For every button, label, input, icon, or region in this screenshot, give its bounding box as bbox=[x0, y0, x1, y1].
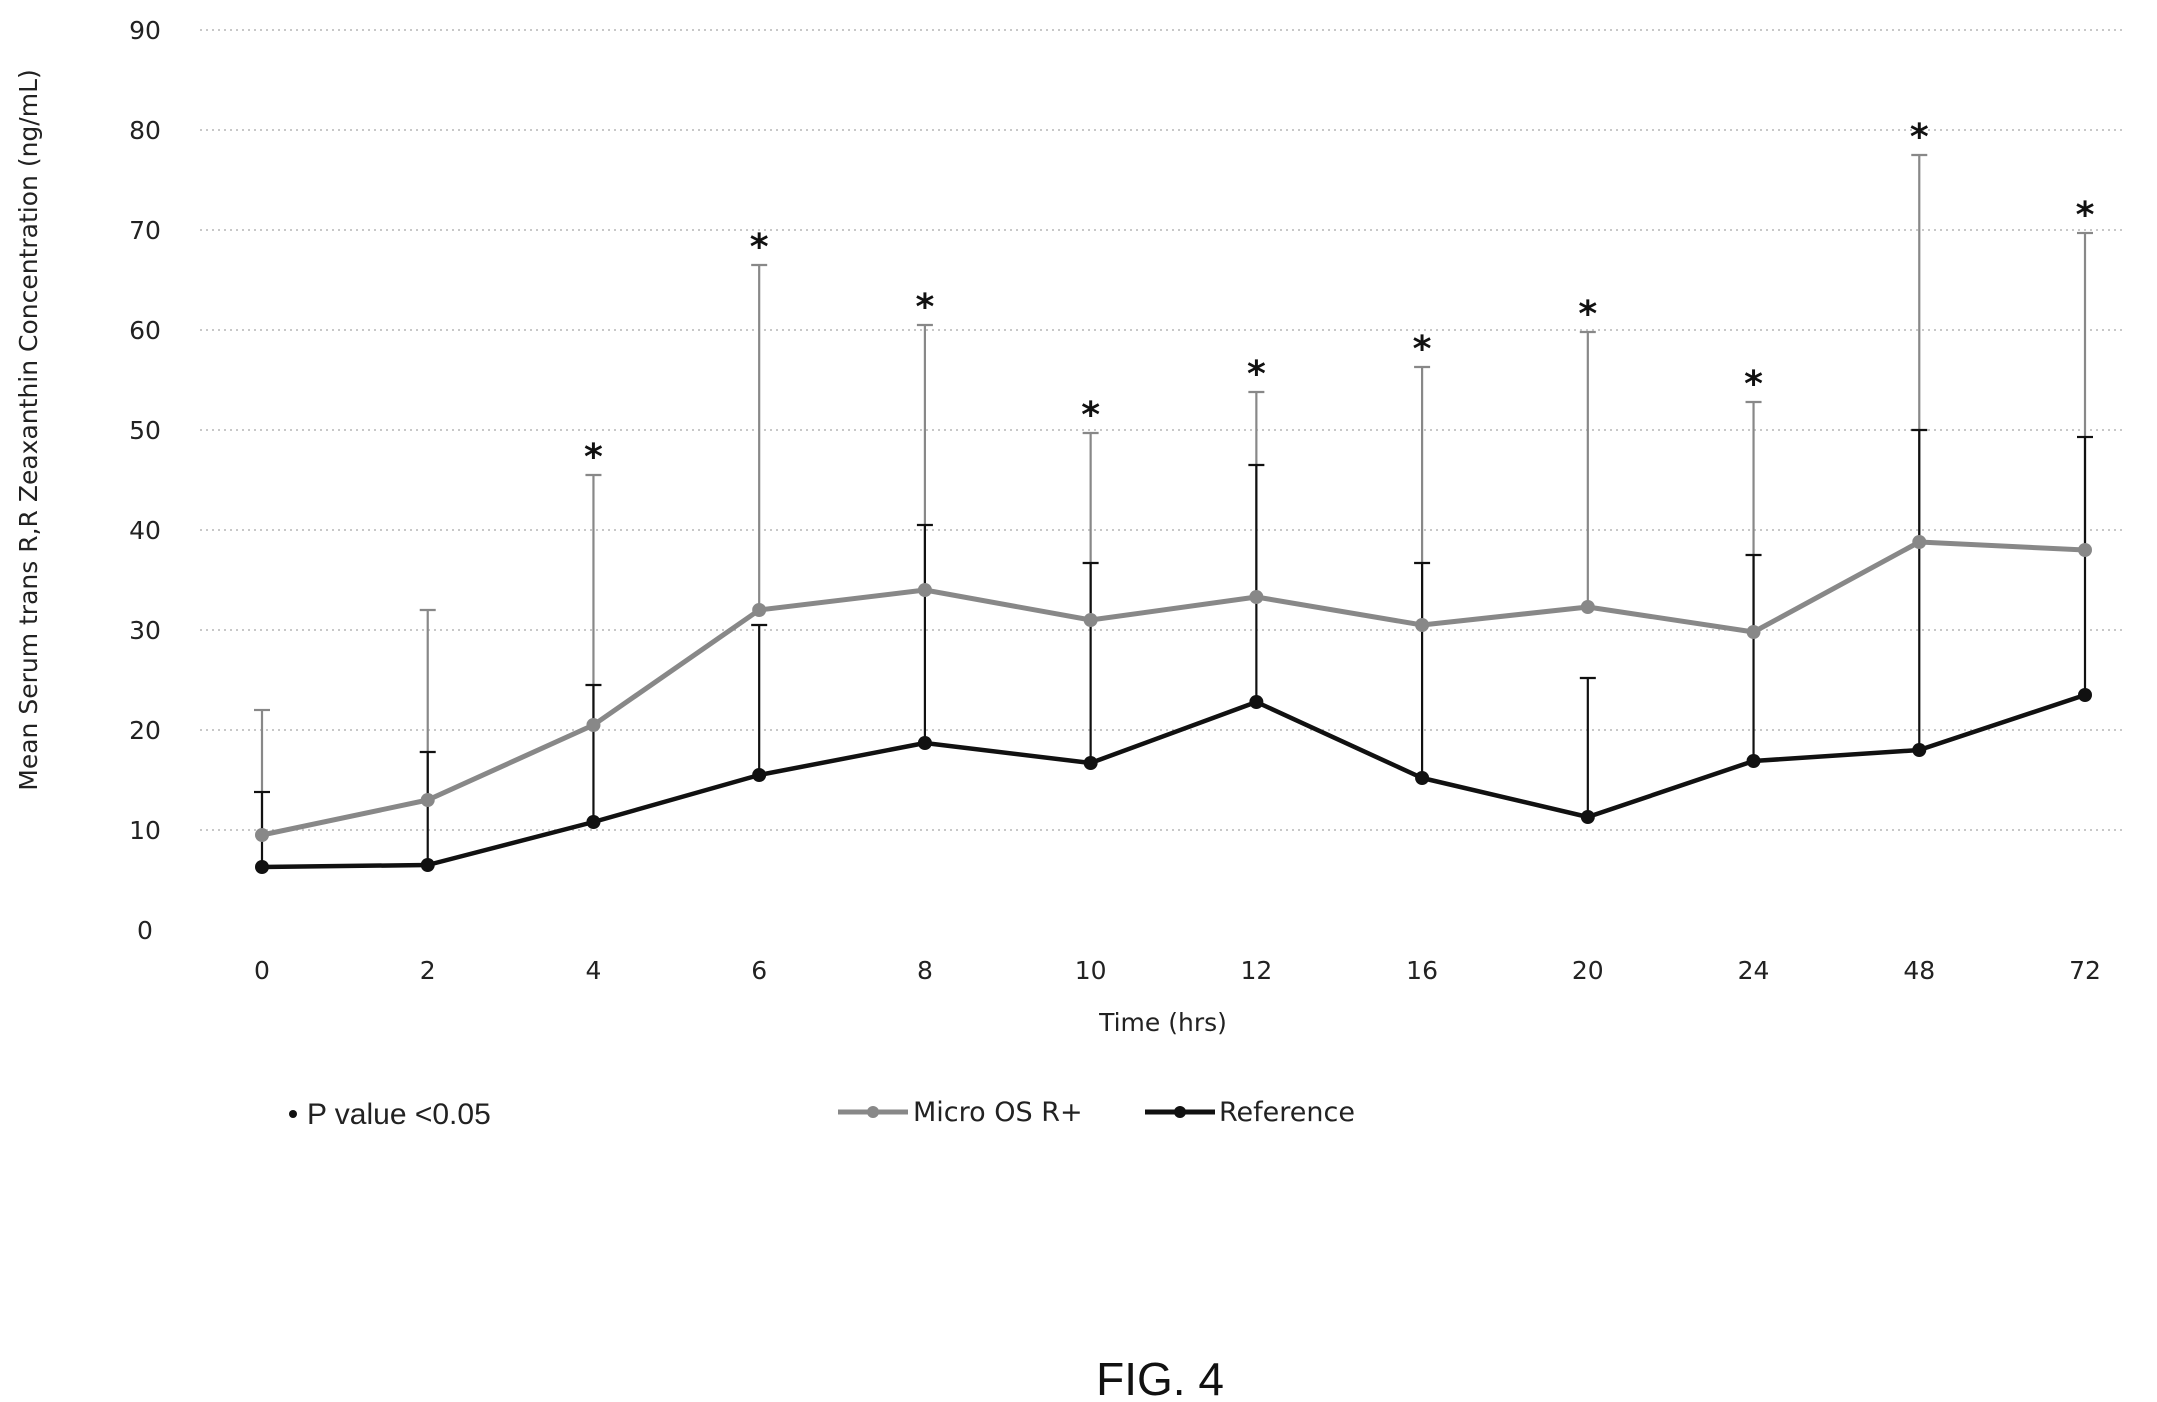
error-bar bbox=[1248, 463, 1265, 702]
significance-star: * bbox=[584, 437, 603, 478]
error-bar bbox=[585, 473, 602, 725]
y-tick-label: 0 bbox=[137, 916, 153, 945]
data-point bbox=[1912, 743, 1927, 757]
x-tick-label: 4 bbox=[586, 956, 602, 985]
y-tick-label: 30 bbox=[129, 616, 161, 645]
legend-marker-reference bbox=[1174, 1106, 1186, 1118]
error-bar bbox=[1579, 330, 1596, 607]
data-point bbox=[1746, 625, 1761, 639]
legend-note: P value <0.05 bbox=[289, 1098, 491, 1131]
error-bar bbox=[1579, 676, 1596, 817]
x-tick-label: 6 bbox=[751, 956, 767, 985]
significance-star: * bbox=[1247, 354, 1266, 395]
significance-markers: * * * * * * * * * * bbox=[584, 117, 2095, 478]
error-bar bbox=[1414, 561, 1431, 778]
data-point bbox=[586, 815, 601, 829]
error-bar bbox=[916, 523, 933, 743]
data-point bbox=[917, 736, 932, 750]
x-tick-label: 24 bbox=[1738, 956, 1770, 985]
error-bar bbox=[1082, 561, 1099, 763]
error-bar bbox=[1911, 428, 1928, 750]
legend-note-text: P value <0.05 bbox=[307, 1098, 491, 1131]
data-point bbox=[420, 793, 435, 807]
data-point bbox=[752, 603, 767, 617]
data-point bbox=[1912, 535, 1927, 549]
significance-star: * bbox=[915, 287, 934, 328]
figure-label: FIG. 4 bbox=[1096, 1353, 1224, 1402]
series-points bbox=[255, 535, 2092, 874]
y-tick-label: 70 bbox=[129, 216, 161, 245]
legend-marker-micro-os bbox=[867, 1106, 879, 1118]
x-axis-ticks: 0 2 4 6 8 10 12 16 20 24 48 72 bbox=[254, 956, 2101, 985]
error-bar bbox=[751, 263, 768, 610]
y-tick-label: 90 bbox=[129, 16, 161, 45]
data-point bbox=[255, 828, 269, 842]
y-tick-label: 10 bbox=[129, 816, 161, 845]
x-axis-title: Time (hrs) bbox=[1098, 1008, 1227, 1037]
data-point bbox=[2078, 543, 2092, 557]
x-tick-label: 16 bbox=[1406, 956, 1438, 985]
error-bar bbox=[419, 750, 436, 865]
error-bar bbox=[2077, 435, 2093, 695]
legend-label-micro-os: Micro OS R+ bbox=[913, 1097, 1083, 1128]
legend-entry-micro-os: Micro OS R+ bbox=[838, 1097, 1083, 1128]
data-point bbox=[1415, 771, 1430, 785]
legend: P value <0.05 Micro OS R+ Reference bbox=[289, 1097, 1355, 1131]
x-tick-label: 48 bbox=[1903, 956, 1935, 985]
x-tick-label: 12 bbox=[1240, 956, 1272, 985]
data-point bbox=[917, 583, 932, 597]
x-tick-label: 72 bbox=[2069, 956, 2101, 985]
data-point bbox=[2078, 688, 2092, 702]
data-point bbox=[1580, 600, 1595, 614]
x-tick-label: 2 bbox=[420, 956, 436, 985]
x-tick-label: 0 bbox=[254, 956, 270, 985]
y-tick-label: 50 bbox=[129, 416, 161, 445]
y-tick-label: 40 bbox=[129, 516, 161, 545]
significance-star: * bbox=[1081, 395, 1100, 436]
legend-label-reference: Reference bbox=[1219, 1097, 1355, 1128]
significance-star: * bbox=[2076, 195, 2095, 236]
significance-star: * bbox=[1413, 329, 1432, 370]
significance-star: * bbox=[1910, 117, 1929, 158]
data-point bbox=[752, 768, 767, 782]
data-point bbox=[1580, 810, 1595, 824]
data-point bbox=[1083, 756, 1098, 770]
x-tick-label: 8 bbox=[917, 956, 933, 985]
data-point bbox=[420, 858, 435, 872]
significance-star: * bbox=[1578, 294, 1597, 335]
x-tick-label: 10 bbox=[1075, 956, 1107, 985]
y-tick-label: 60 bbox=[129, 316, 161, 345]
error-bar bbox=[1745, 553, 1762, 761]
series-lines bbox=[261, 539, 2086, 870]
significance-star: * bbox=[1744, 364, 1763, 405]
data-point bbox=[1746, 754, 1761, 768]
data-point bbox=[1415, 618, 1430, 632]
legend-entry-reference: Reference bbox=[1145, 1097, 1355, 1128]
error-bars bbox=[254, 153, 2093, 867]
data-point bbox=[255, 860, 269, 874]
data-point bbox=[1249, 695, 1264, 709]
x-tick-label: 20 bbox=[1572, 956, 1604, 985]
error-bar bbox=[585, 683, 602, 822]
significance-star: * bbox=[750, 227, 769, 268]
error-bar bbox=[751, 623, 768, 775]
gridlines bbox=[200, 29, 2125, 831]
series-line bbox=[261, 692, 2086, 870]
y-axis-ticks: 0 10 20 30 40 50 60 70 80 90 bbox=[129, 16, 161, 945]
y-tick-label: 20 bbox=[129, 716, 161, 745]
data-point bbox=[1083, 613, 1098, 627]
legend-note-dot bbox=[289, 1110, 297, 1118]
data-point bbox=[1249, 590, 1264, 604]
series-line bbox=[261, 539, 2086, 838]
y-axis-title: Mean Serum trans R,R Zeaxanthin Concentr… bbox=[14, 69, 43, 790]
data-point bbox=[586, 718, 601, 732]
y-tick-label: 80 bbox=[129, 116, 161, 145]
